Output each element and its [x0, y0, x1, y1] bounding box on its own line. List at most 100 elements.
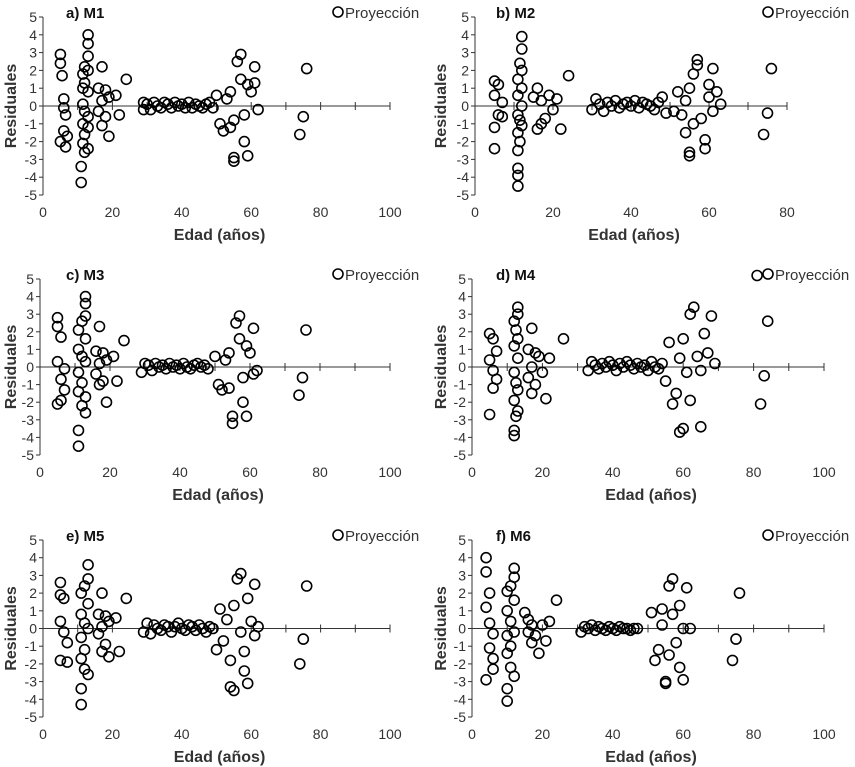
y-tick-label: 5 [26, 271, 34, 287]
data-point [51, 355, 64, 368]
data-point [694, 364, 707, 377]
y-tick-label: 3 [29, 45, 37, 61]
data-point [228, 114, 240, 126]
data-point [54, 654, 67, 667]
data-point [96, 61, 108, 73]
data-point [202, 362, 214, 375]
data-point [529, 629, 542, 642]
data-point [687, 118, 700, 130]
data-point [75, 587, 87, 599]
data-point [666, 573, 679, 585]
x-tick-label: 40 [174, 204, 190, 220]
x-tick-label: 80 [313, 204, 329, 220]
data-point [671, 86, 684, 98]
data-point [210, 643, 223, 656]
data-point [508, 315, 521, 328]
data-point [78, 580, 91, 592]
data-point [228, 684, 240, 697]
data-point [483, 587, 496, 599]
data-point [501, 682, 514, 695]
data-point [666, 398, 679, 410]
y-tick-label: 2 [29, 62, 37, 78]
x-tick-label: 20 [105, 204, 121, 220]
data-point [293, 389, 305, 402]
data-point [508, 670, 521, 683]
data-point [710, 86, 723, 98]
y-tick-label: -4 [457, 169, 470, 185]
data-point [96, 119, 108, 132]
data-point [536, 619, 549, 631]
x-tick-label: 80 [313, 726, 329, 742]
x-tick-label: 60 [701, 204, 717, 220]
data-point [216, 384, 228, 396]
data-point [120, 592, 133, 605]
data-point [511, 301, 524, 314]
data-point [550, 594, 563, 607]
data-point [562, 69, 575, 82]
y-tick-label: -2 [457, 134, 470, 150]
data-point [55, 394, 67, 407]
data-point [501, 629, 514, 642]
data-point [78, 146, 91, 159]
data-point [224, 654, 237, 667]
data-point [214, 118, 226, 130]
data-point [93, 320, 106, 333]
data-point [656, 603, 668, 615]
data-point [72, 366, 85, 379]
data-point [754, 398, 767, 410]
data-point [228, 599, 240, 612]
data-point [675, 109, 688, 121]
data-point [111, 375, 123, 387]
data-point [217, 125, 230, 137]
data-point [92, 82, 105, 94]
data-point [761, 107, 774, 119]
data-point [247, 368, 260, 380]
data-point [241, 150, 254, 162]
data-point [82, 28, 94, 41]
data-point [82, 121, 94, 134]
data-point [100, 354, 113, 366]
x-axis-label: Edad (años) [174, 749, 266, 766]
data-point [515, 43, 528, 55]
data-point [714, 98, 727, 110]
data-point [761, 315, 774, 328]
data-point [120, 73, 133, 86]
data-point [92, 608, 105, 621]
data-point [59, 141, 72, 153]
data-point [540, 392, 552, 405]
data-point [82, 668, 94, 681]
data-point [677, 673, 690, 686]
data-point [510, 324, 522, 336]
data-point [55, 331, 67, 343]
y-tick-label: 2 [458, 585, 466, 601]
data-point [670, 636, 683, 649]
data-point [483, 617, 496, 630]
data-point [673, 661, 686, 674]
data-point [293, 128, 306, 141]
data-point [488, 89, 501, 102]
y-tick-label: 0 [26, 359, 34, 375]
data-point [514, 135, 526, 148]
y-tick-label: -1 [25, 638, 38, 654]
data-point [233, 310, 246, 322]
data-point [508, 424, 521, 437]
y-tick-label: -3 [454, 412, 467, 428]
data-point [226, 417, 239, 430]
data-point [515, 64, 528, 77]
panel-title: d) M4 [496, 267, 536, 284]
data-point [191, 357, 204, 370]
y-tick-label: 4 [29, 27, 37, 43]
y-tick-label: -5 [454, 447, 467, 463]
y-tick-label: 1 [29, 603, 37, 619]
x-tick-label: 40 [174, 726, 190, 742]
data-point [535, 94, 548, 107]
x-tick-label: 0 [471, 204, 479, 220]
data-point [82, 558, 94, 571]
data-point [210, 89, 223, 102]
data-point [540, 635, 552, 647]
y-tick-label: 5 [29, 532, 37, 548]
y-tick-label: 0 [461, 98, 469, 114]
data-point [297, 110, 310, 123]
data-point [103, 91, 115, 103]
